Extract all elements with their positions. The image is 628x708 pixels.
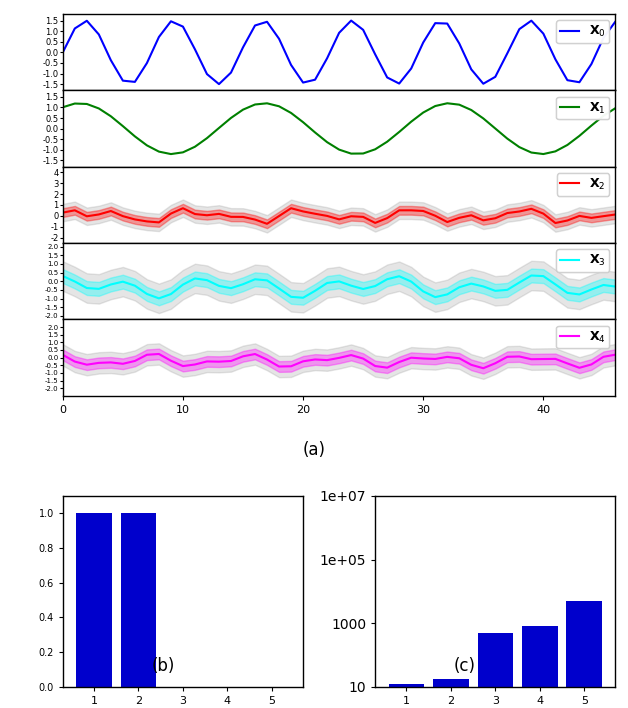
Bar [433, 679, 468, 708]
Text: (a): (a) [303, 440, 325, 459]
Bar [477, 633, 513, 708]
Bar [522, 627, 558, 708]
Legend: $\mathbf{X}_4$: $\mathbf{X}_4$ [556, 326, 609, 348]
Bar [121, 513, 156, 687]
Legend: $\mathbf{X}_1$: $\mathbf{X}_1$ [556, 97, 609, 120]
Legend: $\mathbf{X}_3$: $\mathbf{X}_3$ [556, 249, 609, 272]
Text: (c): (c) [453, 656, 476, 675]
Legend: $\mathbf{X}_2$: $\mathbf{X}_2$ [556, 173, 609, 195]
Legend: $\mathbf{X}_0$: $\mathbf{X}_0$ [556, 21, 609, 43]
Text: (b): (b) [151, 656, 175, 675]
Bar [389, 684, 424, 708]
Bar [566, 601, 602, 708]
Bar [76, 513, 112, 687]
